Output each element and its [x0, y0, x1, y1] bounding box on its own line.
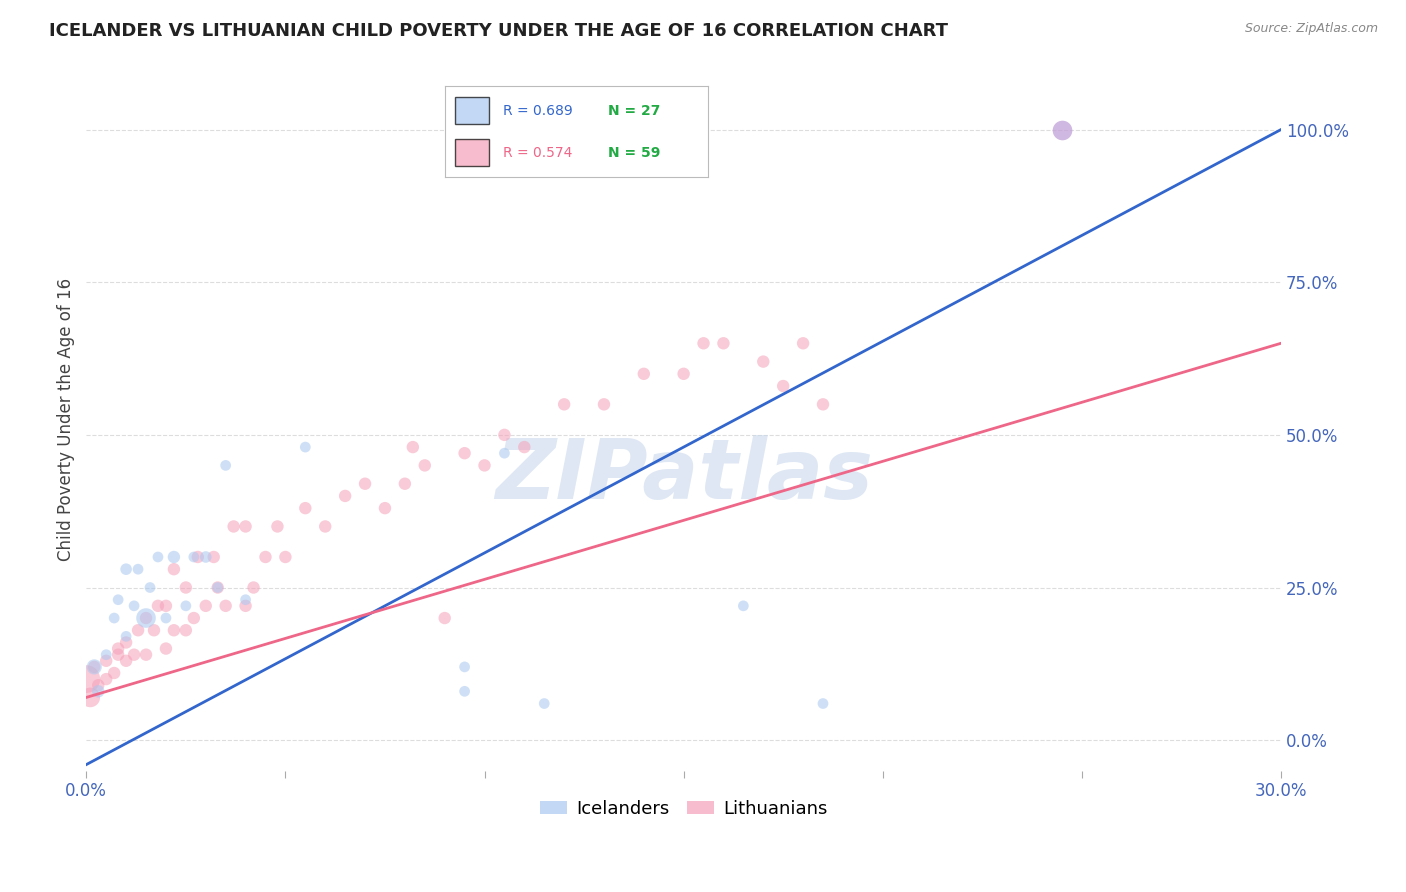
Point	[733, 599, 755, 613]
Point	[174, 599, 197, 613]
Point	[115, 654, 138, 668]
Point	[494, 446, 516, 460]
Point	[139, 581, 162, 595]
Point	[333, 489, 356, 503]
Point	[453, 446, 475, 460]
Point	[163, 624, 186, 638]
Point	[235, 519, 257, 533]
Point	[174, 624, 197, 638]
Point	[494, 428, 516, 442]
Point	[87, 684, 110, 698]
Point	[202, 549, 225, 564]
Point	[402, 440, 425, 454]
Y-axis label: Child Poverty Under the Age of 16: Child Poverty Under the Age of 16	[58, 278, 75, 561]
Point	[122, 648, 145, 662]
Point	[413, 458, 436, 473]
Point	[83, 660, 105, 674]
Point	[474, 458, 496, 473]
Point	[633, 367, 655, 381]
Point	[146, 599, 169, 613]
Point	[394, 476, 416, 491]
Point	[235, 592, 257, 607]
Point	[146, 549, 169, 564]
Point	[752, 354, 775, 368]
Point	[155, 611, 177, 625]
Point	[672, 367, 695, 381]
Point	[122, 599, 145, 613]
Point	[135, 611, 157, 625]
Point	[135, 648, 157, 662]
Point	[294, 440, 316, 454]
Point	[155, 641, 177, 656]
Point	[143, 624, 166, 638]
Point	[135, 611, 157, 625]
Point	[235, 599, 257, 613]
Point	[222, 519, 245, 533]
Point	[163, 562, 186, 576]
Point	[79, 690, 101, 705]
Point	[96, 654, 118, 668]
Point	[83, 660, 105, 674]
Point	[266, 519, 288, 533]
Point	[593, 397, 616, 411]
Point	[127, 624, 149, 638]
Point	[194, 599, 217, 613]
Point	[107, 592, 129, 607]
Point	[96, 648, 118, 662]
Point	[692, 336, 714, 351]
Point	[772, 379, 794, 393]
Point	[553, 397, 575, 411]
Point	[115, 562, 138, 576]
Point	[713, 336, 735, 351]
Text: ZIPatlas: ZIPatlas	[495, 435, 873, 516]
Point	[75, 672, 97, 686]
Point	[115, 629, 138, 643]
Point	[354, 476, 377, 491]
Legend: Icelanders, Lithuanians: Icelanders, Lithuanians	[533, 792, 835, 825]
Point	[513, 440, 536, 454]
Point	[811, 397, 834, 411]
Point	[1050, 122, 1073, 136]
Point	[314, 519, 336, 533]
Point	[242, 581, 264, 595]
Text: ICELANDER VS LITHUANIAN CHILD POVERTY UNDER THE AGE OF 16 CORRELATION CHART: ICELANDER VS LITHUANIAN CHILD POVERTY UN…	[49, 22, 948, 40]
Point	[433, 611, 456, 625]
Point	[174, 581, 197, 595]
Point	[453, 660, 475, 674]
Point	[374, 501, 396, 516]
Point	[274, 549, 297, 564]
Point	[187, 549, 209, 564]
Point	[294, 501, 316, 516]
Point	[183, 611, 205, 625]
Point	[207, 581, 229, 595]
Point	[194, 549, 217, 564]
Point	[107, 641, 129, 656]
Point	[103, 611, 125, 625]
Point	[96, 672, 118, 686]
Point	[215, 599, 238, 613]
Point	[103, 665, 125, 680]
Point	[163, 549, 186, 564]
Point	[811, 697, 834, 711]
Point	[87, 678, 110, 692]
Point	[183, 549, 205, 564]
Point	[107, 648, 129, 662]
Point	[127, 562, 149, 576]
Point	[533, 697, 555, 711]
Point	[115, 635, 138, 649]
Point	[792, 336, 814, 351]
Point	[215, 458, 238, 473]
Point	[453, 684, 475, 698]
Point	[155, 599, 177, 613]
Point	[254, 549, 277, 564]
Text: Source: ZipAtlas.com: Source: ZipAtlas.com	[1244, 22, 1378, 36]
Point	[207, 581, 229, 595]
